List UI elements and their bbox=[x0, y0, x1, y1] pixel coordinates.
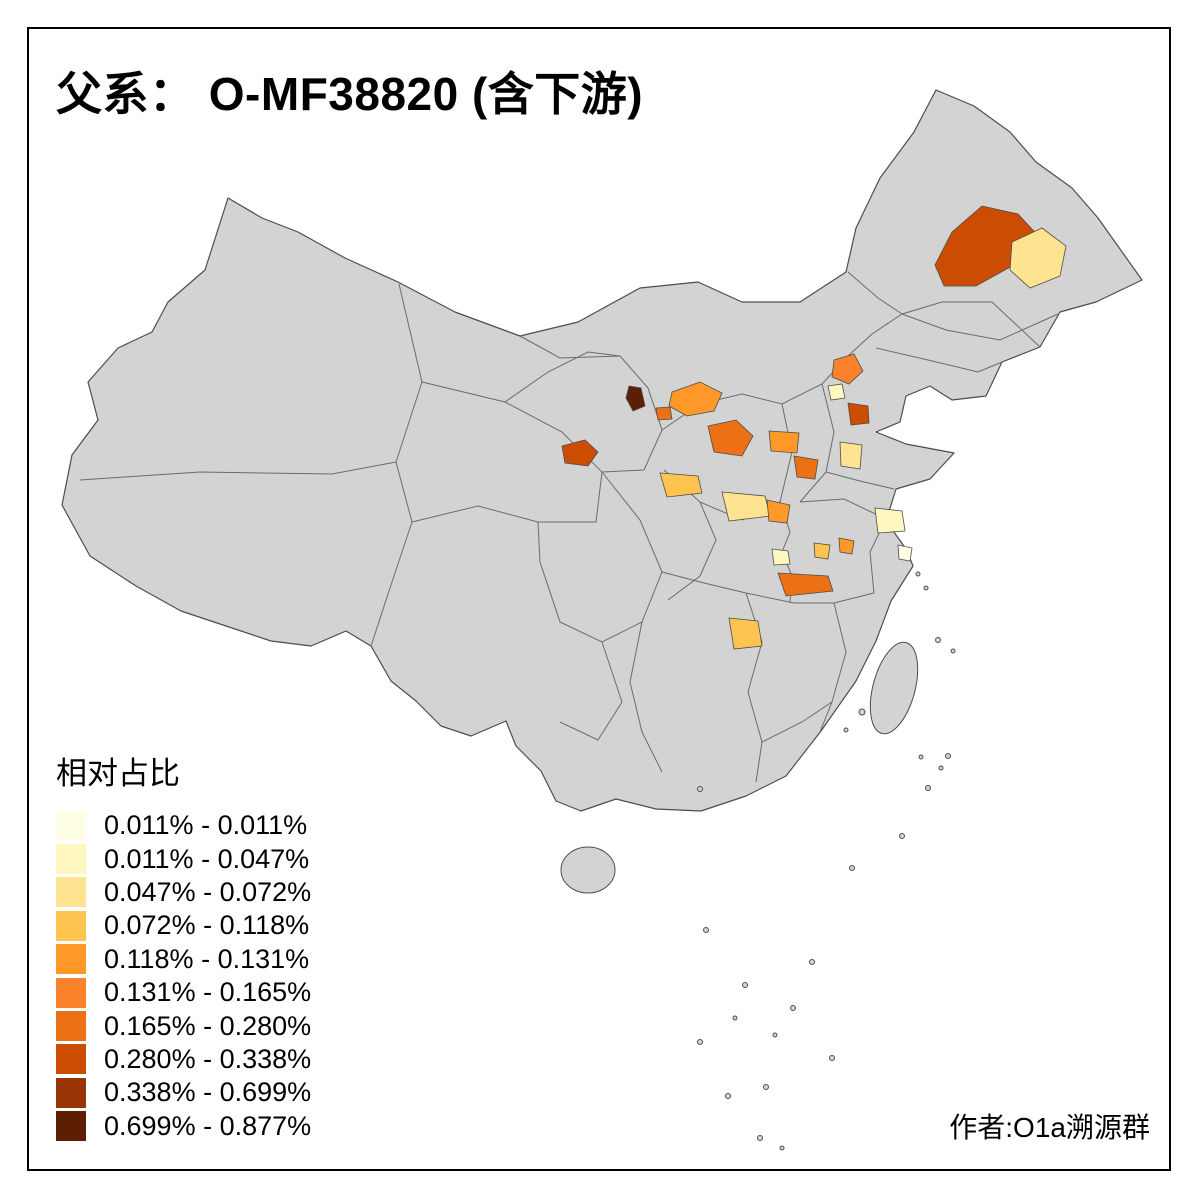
legend-swatch bbox=[56, 944, 86, 975]
attribution-text: 作者:O1a溯源群 bbox=[949, 1112, 1150, 1143]
legend-title: 相对占比 bbox=[56, 756, 180, 791]
legend-label: 0.338% - 0.699% bbox=[104, 1077, 312, 1108]
legend-swatch bbox=[56, 1044, 86, 1075]
map-region-r21 bbox=[771, 548, 791, 566]
map-region-r8 bbox=[655, 406, 673, 421]
page-title: 父系： O-MF38820 (含下游) bbox=[56, 68, 644, 120]
legend-label: 0.699% - 0.877% bbox=[104, 1110, 312, 1141]
legend-swatch bbox=[56, 810, 86, 841]
map-region-r9 bbox=[561, 439, 599, 467]
legend-items: 0.011% - 0.011% 0.011% - 0.047% 0.047% - 0… bbox=[56, 809, 311, 1143]
islands-group bbox=[560, 571, 956, 1151]
legend-item: 0.011% - 0.047% bbox=[56, 842, 311, 875]
legend: 相对占比 0.011% - 0.011% 0.011% - 0.047% 0.047… bbox=[56, 748, 311, 1143]
hainan-island bbox=[560, 846, 616, 894]
map-region-r20 bbox=[838, 537, 855, 555]
legend-item: 0.011% - 0.011% bbox=[56, 809, 311, 842]
legend-swatch bbox=[56, 1111, 86, 1142]
china-landmass bbox=[61, 89, 1143, 812]
legend-item: 0.165% - 0.280% bbox=[56, 1009, 311, 1042]
map-region-r10 bbox=[707, 419, 754, 457]
legend-item: 0.072% - 0.118% bbox=[56, 909, 311, 942]
legend-label: 0.011% - 0.047% bbox=[104, 843, 310, 874]
map-region-r15 bbox=[721, 491, 771, 522]
map-region-r14 bbox=[659, 472, 703, 498]
map-region-r4 bbox=[827, 383, 846, 401]
map-region-r6 bbox=[668, 381, 723, 417]
map-region-r13 bbox=[839, 441, 863, 470]
map-region-r22 bbox=[777, 572, 834, 597]
legend-item: 0.338% - 0.699% bbox=[56, 1076, 311, 1109]
legend-swatch bbox=[56, 877, 86, 908]
legend-label: 0.011% - 0.011% bbox=[104, 810, 308, 841]
taiwan-island bbox=[869, 641, 919, 735]
legend-swatch bbox=[56, 1077, 86, 1108]
legend-label: 0.072% - 0.118% bbox=[104, 910, 310, 941]
map-region-r7 bbox=[625, 385, 646, 412]
map-region-r17 bbox=[874, 507, 906, 534]
map-region-r3 bbox=[831, 353, 864, 385]
legend-swatch bbox=[56, 1011, 86, 1042]
legend-item: 0.280% - 0.338% bbox=[56, 1043, 311, 1076]
legend-item: 0.118% - 0.131% bbox=[56, 943, 311, 976]
legend-swatch bbox=[56, 910, 86, 941]
legend-label: 0.131% - 0.165% bbox=[104, 977, 312, 1008]
map-region-r19 bbox=[813, 542, 831, 560]
map-region-r11 bbox=[768, 430, 800, 454]
legend-label: 0.280% - 0.338% bbox=[104, 1043, 312, 1074]
map-region-r16 bbox=[766, 499, 791, 524]
legend-swatch bbox=[56, 844, 86, 875]
legend-item: 0.047% - 0.072% bbox=[56, 876, 311, 909]
legend-item: 0.131% - 0.165% bbox=[56, 976, 311, 1009]
map-region-r5 bbox=[847, 402, 870, 426]
legend-item: 0.699% - 0.877% bbox=[56, 1110, 311, 1143]
map-region-r12 bbox=[793, 455, 819, 480]
map-region-r2 bbox=[1009, 227, 1067, 289]
map-region-r23 bbox=[728, 617, 763, 650]
legend-label: 0.047% - 0.072% bbox=[104, 876, 312, 907]
highlighted-regions bbox=[561, 205, 1067, 650]
legend-swatch bbox=[56, 977, 86, 1008]
map-region-r18 bbox=[897, 544, 913, 562]
legend-label: 0.118% - 0.131% bbox=[104, 943, 310, 974]
province-borders bbox=[79, 271, 1059, 783]
legend-label: 0.165% - 0.280% bbox=[104, 1010, 312, 1041]
